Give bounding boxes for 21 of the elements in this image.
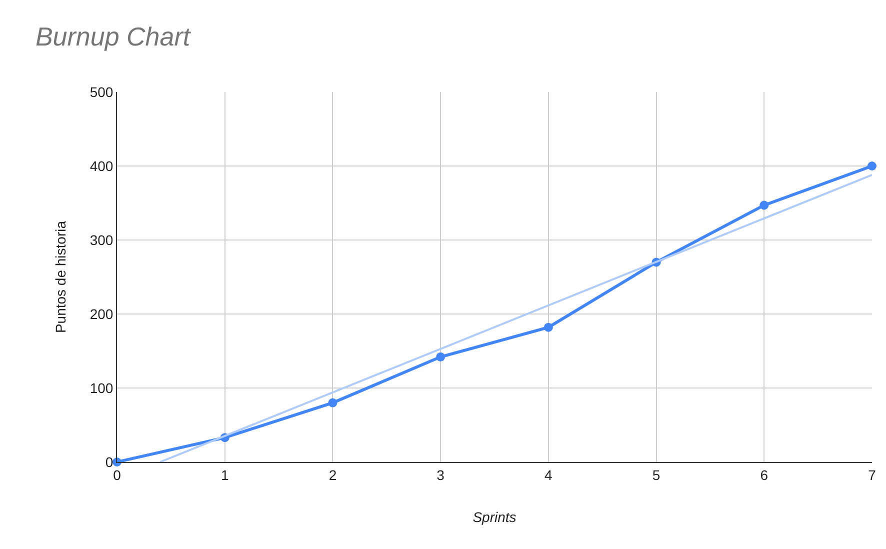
x-tick-label: 4 bbox=[544, 466, 553, 483]
x-tick-label: 6 bbox=[760, 466, 768, 483]
x-tick-label: 1 bbox=[220, 466, 229, 483]
x-tick-label: 7 bbox=[868, 466, 876, 483]
point bbox=[760, 200, 769, 210]
point bbox=[868, 162, 876, 170]
y-axis-title: Puntos de historia bbox=[52, 220, 68, 334]
x-tick-label: 2 bbox=[328, 466, 337, 483]
point bbox=[544, 322, 553, 332]
y-tick-label: 100 bbox=[90, 380, 114, 396]
point bbox=[328, 398, 338, 408]
x-tick-label: 5 bbox=[652, 466, 660, 483]
y-tick-label: 400 bbox=[90, 158, 114, 174]
y-tick-label: 200 bbox=[90, 306, 114, 322]
x-tick-label: 3 bbox=[436, 466, 445, 483]
chart-title: Burnup Chart bbox=[35, 22, 192, 52]
y-tick-label: 300 bbox=[90, 232, 114, 248]
point bbox=[436, 352, 446, 362]
y-tick-label: 0 bbox=[105, 454, 114, 470]
y-tick-label: 500 bbox=[90, 84, 114, 100]
x-axis-title: Sprints bbox=[472, 509, 516, 526]
